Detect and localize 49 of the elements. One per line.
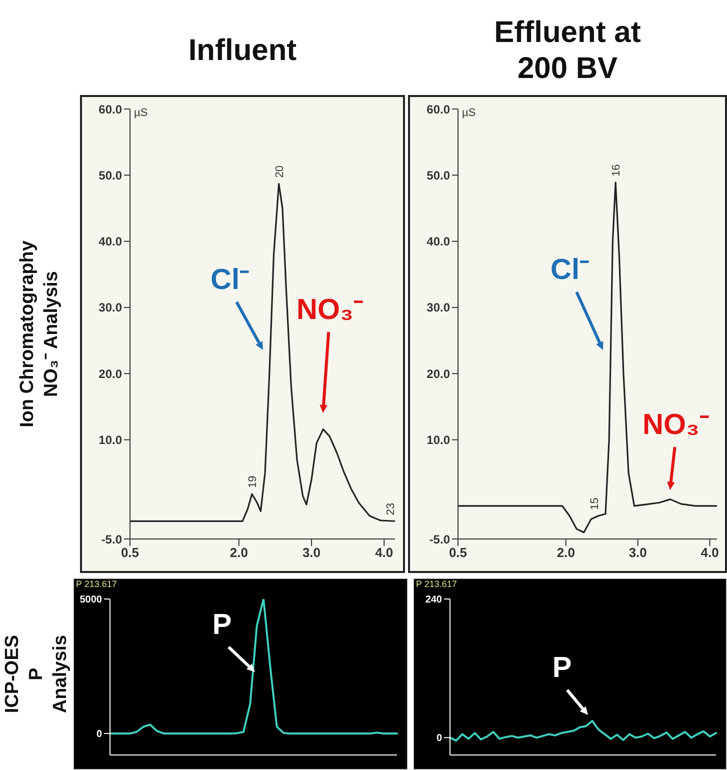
x-tick-label: 3.0 <box>628 545 647 560</box>
x-tick-label: 2.0 <box>556 545 575 560</box>
chart-subtitle: P 213.617 <box>416 579 457 589</box>
x-tick-label: 2.0 <box>230 545 248 560</box>
y-tick-label: 40.0 <box>426 234 450 249</box>
y-tick-label: 50.0 <box>426 168 450 182</box>
y-tick-label: 30.0 <box>98 300 122 315</box>
line-series <box>130 182 395 522</box>
chart-subtitle: P 213.617 <box>76 579 117 589</box>
annotation: 15 <box>588 498 601 510</box>
annotation: µS <box>462 107 476 119</box>
x-tick-label: 4.0 <box>375 545 394 560</box>
annotation: P <box>551 651 573 686</box>
y-tick-label: 0 <box>96 729 102 740</box>
annotation: 19 <box>246 476 259 488</box>
y-axis-title: ICP-OES P Analysis <box>0 634 72 716</box>
y-tick-label: 5000 <box>80 594 102 606</box>
x-tick-label: 0.5 <box>448 545 468 560</box>
annotation: 16 <box>610 164 623 176</box>
annotation: 20 <box>274 166 286 178</box>
y-tick-label: 10.0 <box>98 433 122 448</box>
annotation: NO₃⁻ <box>296 293 364 328</box>
annotation: µS <box>134 107 148 119</box>
chart-title: Effluent at 200 BV <box>493 14 642 86</box>
chart-title: Influent <box>187 32 298 68</box>
annotation: P <box>211 608 233 643</box>
y-tick-label: 40.0 <box>98 234 122 249</box>
x-tick-label: 0.5 <box>120 545 140 560</box>
y-axis-title: Ion Chromatography NO₃⁻ Analysis <box>16 240 63 430</box>
annotation: Cl⁻ <box>210 263 250 298</box>
line-series <box>109 599 398 734</box>
y-tick-label: 30.0 <box>426 300 450 315</box>
annotation: 23 <box>384 502 397 516</box>
annotation: NO₃⁻ <box>642 408 710 443</box>
y-tick-label: -5.0 <box>429 532 450 546</box>
y-tick-label: 20.0 <box>98 366 122 381</box>
y-tick-label: 50.0 <box>98 168 122 182</box>
x-tick-label: 4.0 <box>700 545 719 560</box>
line-series <box>458 182 717 534</box>
y-tick-label: 10.0 <box>426 433 450 448</box>
x-tick-label: 3.0 <box>302 545 321 560</box>
y-tick-label: 60.0 <box>426 102 450 116</box>
y-tick-label: -5.0 <box>101 532 122 546</box>
y-tick-label: 60.0 <box>98 102 122 116</box>
annotation: Cl⁻ <box>550 253 590 288</box>
y-tick-label: 20.0 <box>426 366 450 381</box>
y-tick-label: 0 <box>436 733 442 744</box>
line-series <box>449 720 717 742</box>
y-tick-label: 240 <box>425 594 442 606</box>
